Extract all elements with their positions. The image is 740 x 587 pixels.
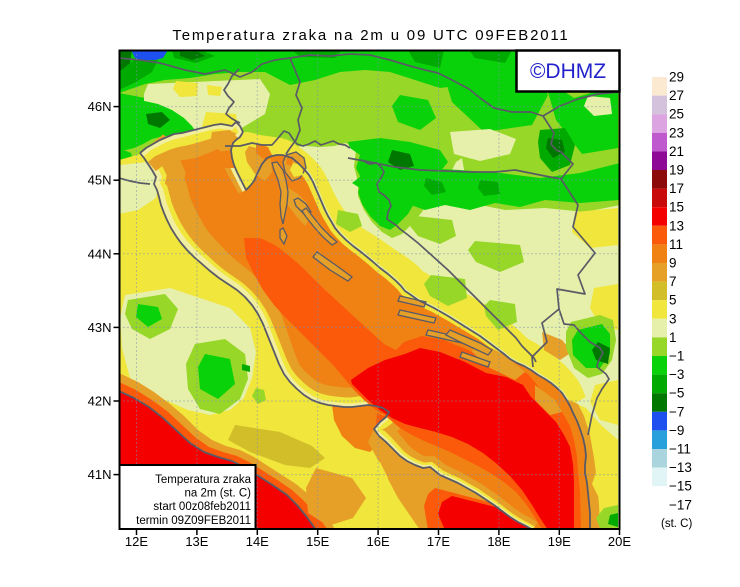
svg-text:(st. C): (st. C) [661,518,692,530]
svg-text:19E: 19E [548,534,571,549]
svg-text:13: 13 [669,218,684,233]
svg-text:15E: 15E [306,534,329,549]
svg-text:−15: −15 [669,479,692,494]
svg-text:−7: −7 [669,404,684,419]
svg-text:16E: 16E [367,534,390,549]
svg-text:45N: 45N [88,173,112,188]
svg-text:start 00z08feb2011: start 00z08feb2011 [153,501,251,513]
svg-text:23: 23 [669,125,684,140]
svg-text:−9: −9 [669,423,684,438]
svg-text:na 2m (st. C): na 2m (st. C) [185,488,252,500]
svg-text:41N: 41N [88,467,112,482]
svg-text:27: 27 [669,88,684,103]
svg-text:17E: 17E [427,534,450,549]
svg-text:25: 25 [669,107,684,122]
svg-text:Temperatura zraka na 2m u 09 U: Temperatura zraka na 2m u 09 UTC 09FEB20… [172,27,569,44]
svg-text:−13: −13 [669,460,692,475]
svg-text:3: 3 [669,311,677,326]
svg-text:20E: 20E [608,534,631,549]
svg-text:46N: 46N [88,99,112,114]
svg-text:19: 19 [669,163,684,178]
svg-text:18E: 18E [487,534,510,549]
svg-text:termin 09Z09FEB2011: termin 09Z09FEB2011 [136,515,251,527]
svg-text:13E: 13E [185,534,208,549]
svg-text:42N: 42N [88,394,112,409]
svg-text:−3: −3 [669,367,684,382]
svg-text:−17: −17 [669,497,692,512]
svg-text:14E: 14E [246,534,269,549]
svg-text:Temperatura zraka: Temperatura zraka [155,474,251,486]
svg-text:7: 7 [669,274,677,289]
svg-text:11: 11 [669,237,683,252]
svg-text:44N: 44N [88,246,112,261]
svg-text:15: 15 [669,200,684,215]
svg-text:17: 17 [669,181,684,196]
svg-text:−1: −1 [669,349,684,364]
svg-text:−5: −5 [669,386,684,401]
svg-text:9: 9 [669,256,677,271]
svg-text:©DHMZ: ©DHMZ [530,60,606,83]
svg-text:21: 21 [669,144,684,159]
svg-text:12E: 12E [125,534,148,549]
svg-text:−11: −11 [669,442,691,457]
svg-text:29: 29 [669,70,684,85]
svg-text:1: 1 [669,330,677,345]
svg-text:43N: 43N [88,320,112,335]
svg-text:5: 5 [669,293,677,308]
